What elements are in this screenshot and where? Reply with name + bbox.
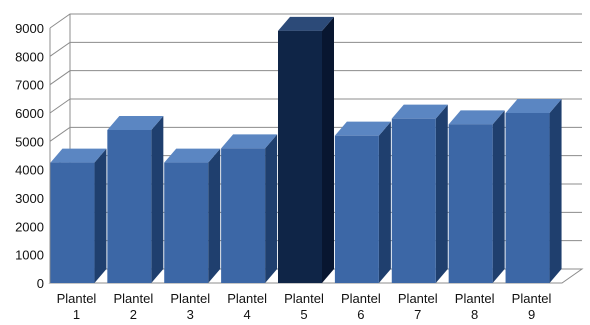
gridline bbox=[49, 41, 582, 57]
bar-7 bbox=[391, 104, 448, 284]
bar-top-face bbox=[278, 16, 334, 31]
y-tick-label: 9000 bbox=[15, 21, 44, 36]
y-tick-label: 2000 bbox=[15, 219, 44, 234]
gridline bbox=[49, 70, 582, 86]
y-tick-label: 8000 bbox=[15, 49, 44, 64]
y-tick-label: 4000 bbox=[15, 163, 44, 178]
x-category-label: Plantel 6 bbox=[341, 291, 381, 322]
bar-9 bbox=[505, 99, 562, 283]
bar-front-face bbox=[505, 113, 550, 283]
y-tick-label: 7000 bbox=[15, 78, 44, 93]
bar-top-face bbox=[164, 148, 221, 163]
bar-top-face bbox=[50, 148, 107, 163]
bar-top-face bbox=[505, 99, 562, 113]
bar-front-face bbox=[221, 148, 266, 283]
bar-side-face bbox=[94, 148, 107, 283]
bar-front-face bbox=[334, 135, 379, 283]
labels-layer: 0 1000 2000 3000 4000 5000 6000 7000 8000 9000 Pla… bbox=[15, 21, 551, 322]
bar-top-face bbox=[448, 110, 505, 125]
bar-side-face bbox=[435, 104, 448, 284]
bar-top-face bbox=[334, 121, 391, 136]
bar-front-face bbox=[448, 124, 493, 283]
x-category-label: Plantel 1 bbox=[57, 291, 97, 322]
bar-side-face bbox=[265, 134, 278, 283]
bars-layer bbox=[50, 16, 562, 284]
bar-6 bbox=[334, 121, 391, 284]
bar-side-face bbox=[208, 148, 221, 283]
bar-3 bbox=[164, 148, 221, 283]
bar-5 bbox=[278, 16, 334, 284]
bar-top-face bbox=[391, 104, 448, 119]
bar-side-face bbox=[322, 16, 334, 283]
x-category-label: Plantel 5 bbox=[284, 291, 324, 322]
gridline bbox=[49, 98, 582, 114]
y-tick-label: 6000 bbox=[15, 106, 44, 121]
bar-front-face bbox=[50, 162, 95, 283]
x-category-label: Plantel 3 bbox=[170, 291, 210, 322]
x-category-label: Plantel 8 bbox=[455, 291, 495, 322]
y-tick-label: 3000 bbox=[15, 191, 44, 206]
y-tick-label: 5000 bbox=[15, 134, 44, 149]
bar-1 bbox=[50, 148, 107, 283]
bar-side-face bbox=[549, 99, 562, 283]
gridline bbox=[49, 13, 582, 29]
bar-top-face bbox=[221, 134, 278, 149]
bar-front-face bbox=[278, 30, 322, 284]
bar-top-face bbox=[107, 116, 164, 130]
bar-side-face bbox=[378, 121, 391, 284]
bar-4 bbox=[221, 134, 278, 283]
bar-front-face bbox=[164, 162, 209, 283]
y-tick-label: 1000 bbox=[15, 248, 44, 263]
bar-front-face bbox=[391, 118, 436, 284]
bar-8 bbox=[448, 110, 505, 283]
bar-side-face bbox=[151, 116, 164, 283]
bar-front-face bbox=[107, 130, 152, 283]
x-category-label: Plantel 7 bbox=[398, 291, 438, 322]
bar-side-face bbox=[492, 110, 505, 283]
x-category-label: Plantel 4 bbox=[227, 291, 267, 322]
bar-2 bbox=[107, 116, 164, 283]
x-category-label: Plantel 9 bbox=[512, 291, 552, 322]
y-tick-label: 0 bbox=[37, 276, 44, 291]
x-category-label: Plantel 2 bbox=[113, 291, 153, 322]
